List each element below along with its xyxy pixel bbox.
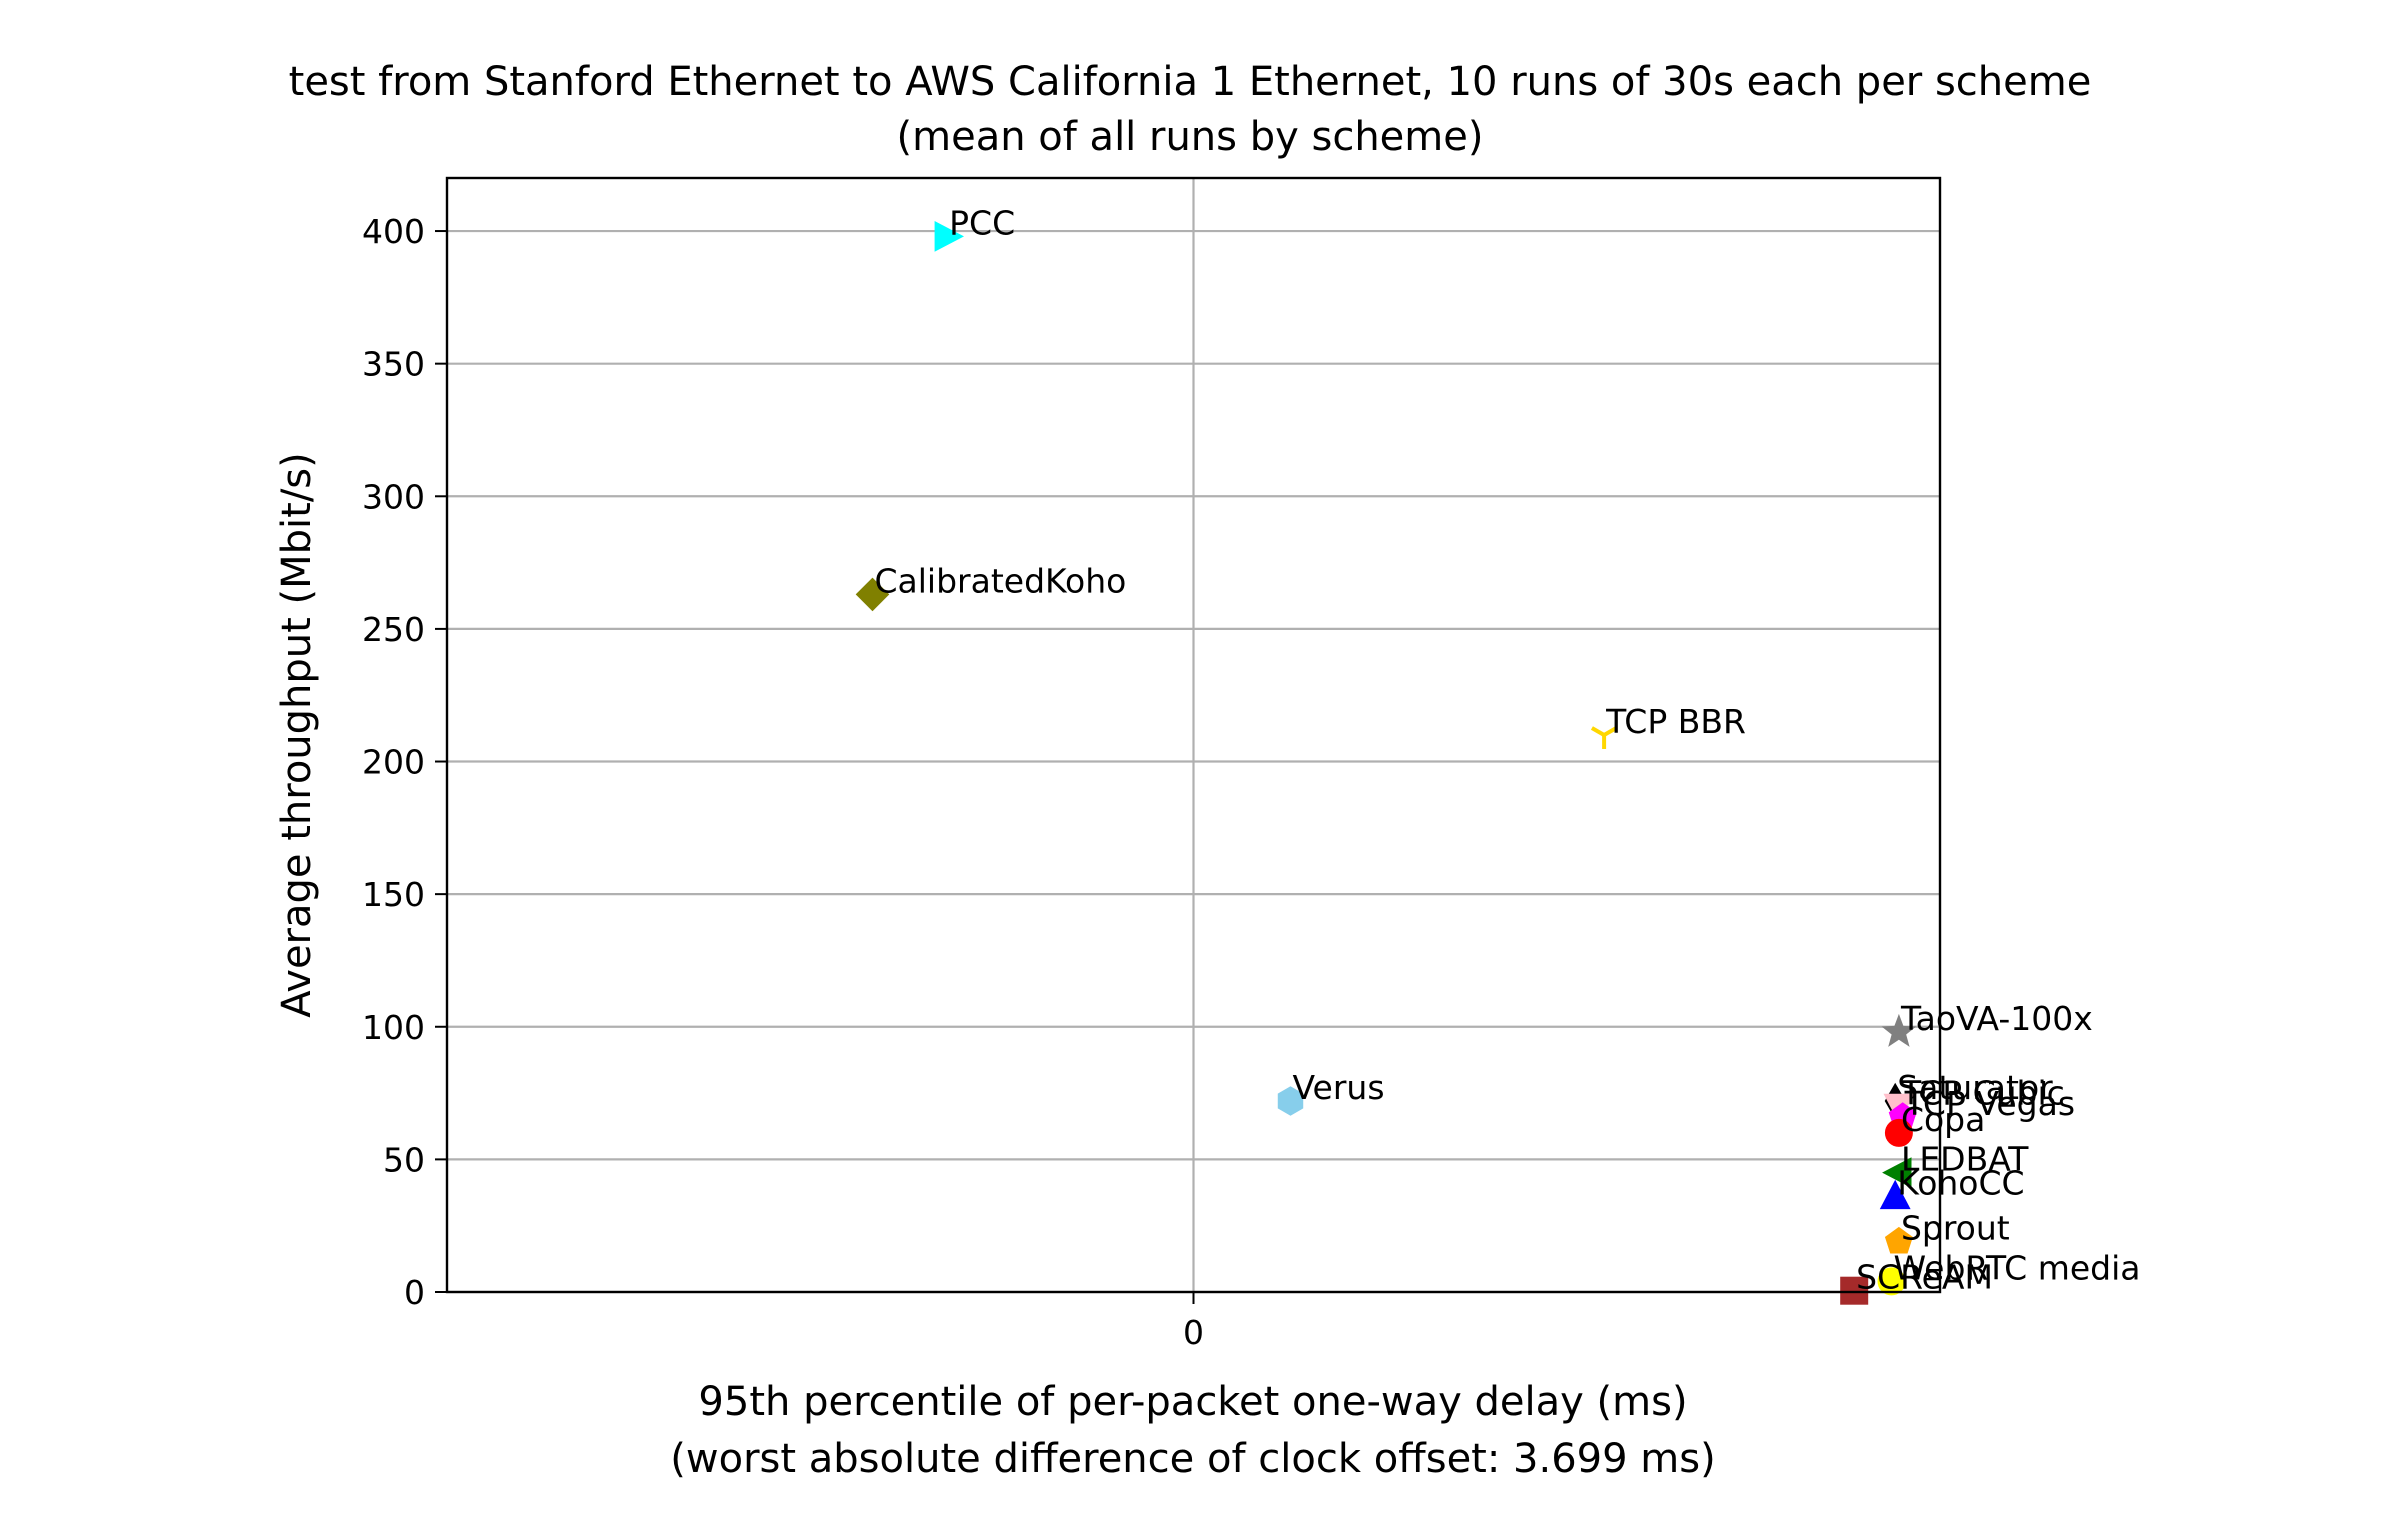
y-tick-label: 150 [362,875,425,914]
gridlines [447,178,1940,1294]
y-tick-label: 250 [362,610,425,649]
point-tcp-bbr [1590,726,1618,749]
point-label-saturator: Saturator [1897,1068,2053,1107]
point-webrtc-media [1877,1267,1906,1296]
chart-subtitle: (mean of all runs by scheme) [897,114,1484,160]
y-tick-label: 0 [404,1273,425,1312]
data-points: PCC CalibratedKoho TCP BBR Verus TaoVA-100x S… [855,203,2141,1305]
x-axis-ticks: 0 [1183,1292,1204,1352]
point-label-tcp-bbr: TCP BBR [1605,702,1746,741]
x-tick-label: 0 [1183,1313,1204,1352]
y-axis-ticks: 0 50 100 150 200 250 300 350 400 [362,212,447,1312]
point-verus [1277,1086,1304,1116]
point-kohocc [1879,1179,1911,1210]
point-label-sprout: Sprout [1901,1209,2010,1248]
point-label-tcp-vegas: TCP Vegas [1904,1084,2075,1123]
point-scream [1840,1276,1869,1305]
point-label-verus: Verus [1293,1068,1385,1107]
x-axis-label: 95th percentile of per-packet one-way de… [698,1379,1687,1425]
y-tick-label: 350 [362,345,425,384]
point-label-calibratedkoho: CalibratedKoho [875,561,1127,600]
y-tick-label: 200 [362,743,425,782]
y-tick-label: 100 [362,1008,425,1047]
point-label-pcc: PCC [949,203,1015,242]
point-label-copa: Copa [1901,1100,1985,1139]
point-pcc [934,221,964,252]
y-axis-label: Average throughput (Mbit/s) [274,452,320,1018]
chart-title: test from Stanford Ethernet to AWS Calif… [289,59,2092,105]
point-sprout [1884,1226,1913,1254]
point-label-ledbat: LEDBAT [1901,1140,2029,1179]
y-tick-label: 400 [362,212,425,251]
y-tick-label: 50 [383,1140,425,1179]
x-axis-label-note: (worst absolute difference of clock offs… [670,1436,1715,1482]
point-copa [1884,1118,1913,1147]
point-label-kohocc: KohoCC [1897,1164,2024,1203]
point-taova-100x [1881,1013,1917,1047]
point-ledbat [1882,1157,1912,1188]
point-label-scream: SCReAM [1856,1258,1993,1297]
y-tick-label: 300 [362,477,425,516]
point-label-tcp-cubic: TCP Cubic [1900,1073,2065,1112]
point-label-webrtc-media: WebRTC media [1893,1248,2140,1287]
point-label-taova-100x: TaoVA-100x [1900,999,2093,1038]
